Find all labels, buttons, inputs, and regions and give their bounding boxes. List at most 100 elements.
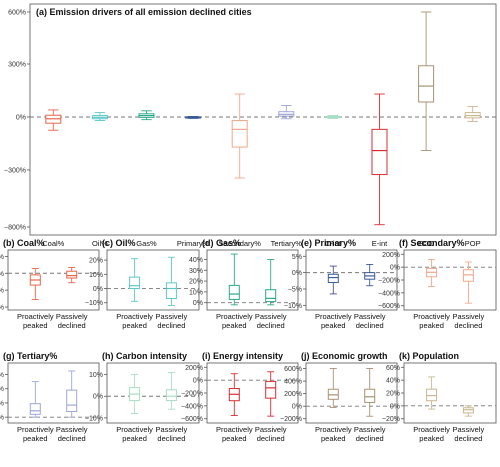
iqr-box [426,388,438,402]
category-label-line: Proactively [315,312,352,321]
category-label: Passively declined [354,425,386,443]
category-label-line: declined [157,434,185,443]
box-1 [265,371,277,417]
y-tick-label: 300% [8,62,26,69]
box-1 [265,259,277,306]
category-label-line: peaked [222,321,247,330]
box-0 [129,374,141,414]
panel-title: (j) Economic growth [301,351,388,361]
iqr-box [129,276,141,290]
panel-frame [305,362,398,424]
panel-i: (i) Energy intensity −600% −400% −200% 0% 200… [181,351,299,443]
panel-frame [29,3,497,236]
category-label-line: Proactively [17,312,54,321]
y-tick-label: 200% [185,365,203,372]
y-tick-label: 0% [292,404,302,411]
box-0 [228,253,240,306]
y-tick-label: −200% [378,278,400,285]
y-tick-label: 20% [89,258,103,265]
category-label-line: declined [58,321,86,330]
category-label-line: Proactively [413,425,450,434]
category-label: Proactively peaked [17,425,54,443]
box-0 [327,265,339,295]
y-tick-label: −800% [4,225,26,232]
box-secondary- [231,93,248,179]
panel-k: (k) Population −20% 0% 20% 40% 60% Proactively… [382,351,497,443]
category-label-line: peaked [321,434,346,443]
category-label: Proactively peaked [116,425,153,443]
panel-e: (e) Primary% −10% −5% 0% 5% Proactively peaked… [284,238,398,330]
category-label-line: declined [58,434,86,443]
iqr-box [327,388,339,400]
box-1 [66,267,78,284]
y-tick-label: −200% [280,416,302,423]
y-tick-label: 60% [386,365,400,372]
iqr-box [265,289,277,303]
box-1 [364,368,376,417]
category-label: Tertiary% [271,239,303,248]
box-primary- [185,116,202,119]
box-1 [364,264,376,287]
category-label-line: Passively [354,425,386,434]
category-label: Passively declined [354,312,386,330]
category-label: Proactively peaked [315,425,352,443]
category-label: Oil% [92,239,108,248]
panel-title: (h) Carbon intensity [102,351,187,361]
category-label-line: declined [454,434,482,443]
iqr-box [165,282,177,299]
panel-h: (h) Carbon intensity −10% 0% 10% Proactively… [85,351,200,443]
y-tick-label: 0% [193,300,203,307]
category-label-line: Passively [255,312,287,321]
box-c-int [324,115,341,119]
box-0 [426,258,438,287]
panel-title: (a) Emission drivers of all emission dec… [36,7,252,17]
category-label-line: Passively [453,425,485,434]
category-label: Proactively peaked [315,312,352,330]
y-tick-label: 10% [89,272,103,279]
y-tick-label: 0% [193,378,203,385]
y-tick-label: 0% [390,265,400,272]
category-label-line: Proactively [17,425,54,434]
category-label: C-int [325,239,342,248]
iqr-box [327,273,339,283]
category-label-line: Passively [453,312,485,321]
iqr-box [29,403,41,415]
box-oil- [91,112,108,121]
category-label-line: declined [454,321,482,330]
category-label-line: peaked [23,321,48,330]
box-1 [462,405,474,417]
box-1 [165,256,177,307]
panel-title: (b) Coal% [3,238,45,248]
category-label: Proactively peaked [413,312,450,330]
y-tick-label: 40% [189,257,203,264]
category-label-line: peaked [419,321,444,330]
category-label: Passively declined [453,312,485,330]
panel-j: (j) Economic growth −200% 0% 200% 400% 600% Pr… [280,351,398,443]
category-label-line: Passively [255,425,287,434]
iqr-box [165,389,177,402]
y-tick-label: −20% [382,416,400,423]
y-tick-label: −600% [378,303,400,310]
box-1 [66,370,78,418]
category-label: Gas% [136,239,157,248]
y-tick-label: 5% [292,254,302,261]
box-0 [228,373,240,416]
y-tick-label: 60% [0,372,4,379]
category-label-line: Passively [354,312,386,321]
panel-title: (k) Population [399,351,459,361]
panel-frame [403,249,497,311]
iqr-box [462,269,474,282]
category-label-line: Passively [156,425,188,434]
category-label-line: Passively [156,312,188,321]
panel-frame [7,249,100,311]
box-0 [327,368,339,408]
y-tick-label: 600% [8,10,26,17]
box-eco [418,11,435,152]
panel-d: (d) Gas%0%10%20%30%40%Proactively peakedP… [189,238,299,330]
y-tick-label: −200% [181,391,203,398]
category-label: Passively declined [56,312,88,330]
y-tick-label: 600% [284,366,302,373]
category-label: Proactively peaked [216,312,253,330]
y-tick-label: −50% [0,288,4,295]
category-label-line: declined [356,434,384,443]
